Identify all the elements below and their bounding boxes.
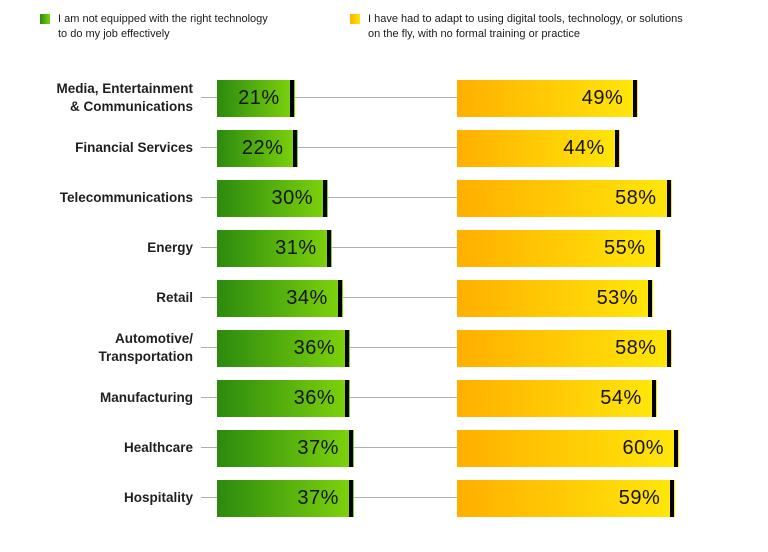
green-bar: 22% <box>217 129 299 167</box>
green-bar-value: 36% <box>293 386 336 409</box>
green-bar-value: 34% <box>286 286 328 309</box>
category-label: Automotive/ Transportation <box>98 331 193 364</box>
category-label: Manufacturing <box>100 390 193 406</box>
bar-end-cap <box>666 329 671 367</box>
chart-row: Telecommunications 30% 58% <box>0 173 768 223</box>
bar-end-cap <box>674 429 678 467</box>
green-bar-value: 37% <box>297 486 339 509</box>
bar-end-cap <box>323 179 327 217</box>
category-label: Financial Services <box>75 140 193 156</box>
yellow-bar: 44% <box>457 129 620 167</box>
chart-row: Healthcare 37% 60% <box>0 423 768 473</box>
yellow-bar: 58% <box>457 329 672 367</box>
yellow-bar: 55% <box>457 229 661 267</box>
bar-end-cap <box>326 229 331 267</box>
legend-item-adapt-on-fly: I have had to adapt to using digital too… <box>350 12 683 43</box>
yellow-bar: 54% <box>457 379 657 417</box>
green-bar: 37% <box>217 479 354 517</box>
legend-label: I have had to adapt to using digital too… <box>368 13 683 41</box>
category-label: Healthcare <box>123 440 193 456</box>
green-bar: 37% <box>217 429 354 467</box>
green-bar-value: 37% <box>297 436 339 459</box>
green-bar: 36% <box>217 379 351 417</box>
legend-label: I am not equipped with the right technol… <box>58 13 268 41</box>
chart-row: Media, Entertainment & Communications 21… <box>0 73 768 123</box>
yellow-bar-value: 59% <box>618 486 661 509</box>
bar-end-cap <box>337 279 342 317</box>
yellow-bar: 60% <box>457 429 679 467</box>
green-bar: 30% <box>217 179 328 217</box>
connector-line <box>201 147 459 149</box>
green-bar-value: 21% <box>238 86 280 109</box>
bar-end-cap <box>345 379 350 417</box>
bar-end-cap <box>289 79 294 117</box>
yellow-bar: 53% <box>457 279 654 317</box>
chart-row: Hospitality 37% 59% <box>0 473 768 523</box>
chart-row: Automotive/ Transportation 36% 58% <box>0 323 768 373</box>
connector-line <box>201 197 459 199</box>
bar-end-cap <box>655 229 660 267</box>
chart-row: Financial Services 22% 44% <box>0 123 768 173</box>
yellow-bar-value: 58% <box>615 336 657 359</box>
bar-end-cap <box>614 129 619 167</box>
yellow-bar-value: 54% <box>600 386 642 409</box>
green-bar: 36% <box>217 329 351 367</box>
category-label: Hospitality <box>123 490 193 506</box>
yellow-bar: 58% <box>457 179 672 217</box>
category-label: Energy <box>147 240 193 256</box>
bar-end-cap <box>666 179 671 217</box>
yellow-bar-value: 55% <box>603 236 646 259</box>
bar-end-cap <box>670 479 675 517</box>
bar-end-cap <box>648 279 653 317</box>
chart-row: Manufacturing 36% 54% <box>0 373 768 423</box>
bar-end-cap <box>348 479 353 517</box>
bar-end-cap <box>293 129 298 167</box>
green-bar-value: 30% <box>271 186 313 209</box>
yellow-bar: 59% <box>457 479 676 517</box>
green-bar: 31% <box>217 229 332 267</box>
category-label: Retail <box>156 290 193 306</box>
green-bar: 21% <box>217 79 295 117</box>
legend-swatch-green-icon <box>40 14 50 24</box>
yellow-bar-value: 60% <box>622 436 664 459</box>
green-bar-value: 22% <box>241 136 284 159</box>
chart-row: Retail 34% 53% <box>0 273 768 323</box>
category-label: Telecommunications <box>59 190 193 206</box>
yellow-bar-value: 44% <box>563 136 605 159</box>
legend-swatch-yellow-icon <box>350 14 360 24</box>
yellow-bar: 49% <box>457 79 639 117</box>
bar-chart: Media, Entertainment & Communications 21… <box>0 73 768 523</box>
bar-end-cap <box>651 379 656 417</box>
bar-end-cap <box>348 429 353 467</box>
connector-line <box>201 97 459 99</box>
green-bar-value: 31% <box>275 236 317 259</box>
chart-row: Energy 31% 55% <box>0 223 768 273</box>
green-bar: 34% <box>217 279 343 317</box>
bar-end-cap <box>345 329 350 367</box>
yellow-bar-value: 49% <box>581 86 624 109</box>
yellow-bar-value: 58% <box>615 186 657 209</box>
green-bar-value: 36% <box>293 336 336 359</box>
bar-end-cap <box>633 79 638 117</box>
legend-item-not-equipped: I am not equipped with the right technol… <box>40 12 268 43</box>
category-label: Media, Entertainment & Communications <box>56 81 193 114</box>
yellow-bar-value: 53% <box>596 286 639 309</box>
